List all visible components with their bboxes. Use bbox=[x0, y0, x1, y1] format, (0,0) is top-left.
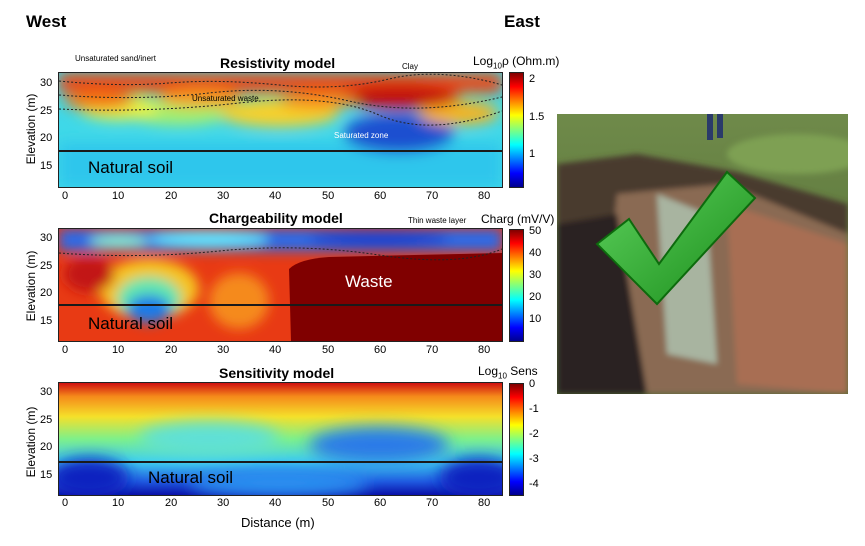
sensitivity-colorbar bbox=[509, 383, 524, 496]
chargeability-xtick: 10 bbox=[112, 344, 125, 356]
resistivity-ylabel: Elevation (m) bbox=[24, 93, 38, 165]
chargeability-plot bbox=[58, 228, 503, 342]
x-axis-label: Distance (m) bbox=[241, 515, 315, 530]
sensitivity-ytick: 15 bbox=[40, 469, 53, 481]
chargeability-cbar-tick: 20 bbox=[529, 291, 542, 303]
chargeability-xtick: 0 bbox=[62, 344, 69, 356]
resistivity-plot bbox=[58, 72, 503, 188]
sensitivity-cbar-tick: -2 bbox=[529, 428, 539, 440]
resistivity-xtick: 60 bbox=[374, 190, 387, 202]
resistivity-xtick: 80 bbox=[478, 190, 491, 202]
resistivity-cbar-tick: 1.5 bbox=[529, 111, 545, 123]
resistivity-cbar-tick: 1 bbox=[529, 148, 536, 160]
chargeability-xtick: 70 bbox=[426, 344, 439, 356]
sensitivity-xtick: 0 bbox=[62, 497, 69, 509]
east-label: East bbox=[504, 12, 540, 31]
chargeability-xtick: 60 bbox=[374, 344, 387, 356]
chargeability-title: Chargeability model bbox=[209, 210, 343, 226]
sensitivity-ylabel: Elevation (m) bbox=[24, 406, 38, 478]
chargeability-ytick: 15 bbox=[40, 315, 53, 327]
unsaturated-waste-label: Unsaturated waste bbox=[192, 94, 259, 103]
resistivity-title: Resistivity model bbox=[220, 55, 336, 71]
chargeability-ytick: 20 bbox=[40, 287, 53, 299]
chargeability-xtick: 40 bbox=[269, 344, 282, 356]
chargeability-xtick: 20 bbox=[165, 344, 178, 356]
sensitivity-ytick: 30 bbox=[40, 386, 53, 398]
sensitivity-xtick: 40 bbox=[269, 497, 282, 509]
resistivity-xtick: 70 bbox=[426, 190, 439, 202]
chargeability-xtick: 30 bbox=[217, 344, 230, 356]
chargeability-xtick: 50 bbox=[322, 344, 335, 356]
chargeability-cbar-tick: 50 bbox=[529, 225, 542, 237]
check-mark-icon bbox=[595, 170, 757, 306]
sensitivity-cbar-tick: -4 bbox=[529, 478, 539, 490]
sensitivity-xtick: 80 bbox=[478, 497, 491, 509]
waste-label: Waste bbox=[345, 272, 393, 291]
resistivity-colorbar bbox=[509, 72, 524, 188]
resistivity-ytick: 25 bbox=[40, 105, 53, 117]
resistivity-xtick: 30 bbox=[217, 190, 230, 202]
sensitivity-xtick: 10 bbox=[112, 497, 125, 509]
sensitivity-cbar-tick: -3 bbox=[529, 453, 539, 465]
sensitivity-ytick: 20 bbox=[40, 441, 53, 453]
sensitivity-xtick: 20 bbox=[165, 497, 178, 509]
sensitivity-xtick: 60 bbox=[374, 497, 387, 509]
resistivity-xtick: 20 bbox=[165, 190, 178, 202]
chargeability-ytick: 25 bbox=[40, 260, 53, 272]
resistivity-cbar-tick: 2 bbox=[529, 73, 536, 85]
unsaturated-sand-label: Unsaturated sand/inert bbox=[75, 54, 156, 63]
chargeability-cbar-tick: 30 bbox=[529, 269, 542, 281]
sensitivity-xtick: 70 bbox=[426, 497, 439, 509]
resistivity-xtick: 40 bbox=[269, 190, 282, 202]
chargeability-ylabel: Elevation (m) bbox=[24, 250, 38, 322]
sensitivity-natural-soil-label: Natural soil bbox=[148, 468, 234, 487]
sensitivity-title: Sensitivity model bbox=[219, 365, 335, 381]
resistivity-xtick: 50 bbox=[322, 190, 335, 202]
resistivity-natural-soil-label: Natural soil bbox=[88, 158, 174, 177]
resistivity-xtick: 10 bbox=[112, 190, 125, 202]
chargeability-natural-soil-label: Natural soil bbox=[88, 314, 174, 333]
sensitivity-colorbar-title: Log10 Sens bbox=[478, 364, 538, 381]
west-label: West bbox=[26, 12, 67, 31]
chargeability-cbar-tick: 10 bbox=[529, 313, 542, 325]
sensitivity-cbar-tick: 0 bbox=[529, 378, 536, 390]
resistivity-ytick: 20 bbox=[40, 132, 53, 144]
clay-label: Clay bbox=[402, 62, 419, 71]
resistivity-colorbar-title: Log10ρ (Ohm.m) bbox=[473, 54, 560, 71]
resistivity-xtick: 0 bbox=[62, 190, 69, 202]
chargeability-ytick: 30 bbox=[40, 232, 53, 244]
saturated-zone-label: Saturated zone bbox=[334, 131, 389, 140]
chargeability-xtick: 80 bbox=[478, 344, 491, 356]
excavation-photo bbox=[557, 114, 848, 394]
sensitivity-ytick: 25 bbox=[40, 414, 53, 426]
chargeability-colorbar bbox=[509, 229, 524, 342]
chargeability-cbar-tick: 40 bbox=[529, 247, 542, 259]
sensitivity-xtick: 50 bbox=[322, 497, 335, 509]
sensitivity-plot bbox=[58, 382, 503, 496]
resistivity-ytick: 15 bbox=[40, 160, 53, 172]
sensitivity-xtick: 30 bbox=[217, 497, 230, 509]
chargeability-colorbar-title: Charg (mV/V) bbox=[481, 212, 555, 226]
resistivity-ytick: 30 bbox=[40, 77, 53, 89]
sensitivity-cbar-tick: -1 bbox=[529, 403, 539, 415]
thin-waste-layer-label: Thin waste layer bbox=[408, 216, 467, 225]
